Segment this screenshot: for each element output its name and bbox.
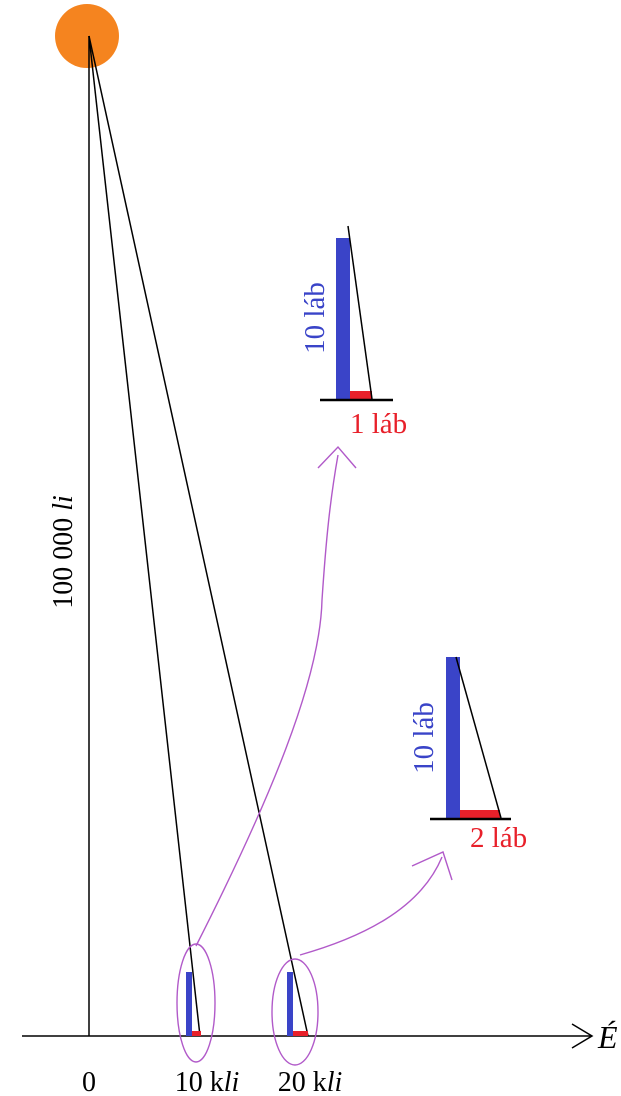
inset-2-ray <box>455 656 502 819</box>
callout-arrowhead-2 <box>411 851 453 881</box>
gnomon-1 <box>186 972 192 1036</box>
inset-1-gnomon <box>336 238 350 399</box>
tick-label-origin: 0 <box>82 1067 96 1096</box>
inset-2: 10 láb 2 láb <box>408 656 527 854</box>
inset-1-ray <box>347 225 373 400</box>
axis-label: É <box>597 1019 618 1055</box>
tick-label-20: 20 kli <box>278 1067 343 1096</box>
callout-arrowhead-1 <box>317 445 357 469</box>
highlight-ellipse-1 <box>176 943 216 1063</box>
inset-1-shadow-label: 1 láb <box>350 408 407 440</box>
axis-arrowhead <box>571 1023 594 1049</box>
inset-2-height-label: 10 láb <box>408 702 440 774</box>
inset-2-shadow-label: 2 láb <box>470 822 527 854</box>
sun-ray-2 <box>88 35 309 1037</box>
callout-arrow-1 <box>195 454 339 947</box>
inset-1-shadow <box>350 391 372 399</box>
sun-ray-1 <box>88 35 201 1037</box>
inset-1: 10 láb 1 láb <box>299 225 407 440</box>
gnomon-2 <box>287 972 293 1036</box>
sun <box>55 4 119 68</box>
tick-label-10: 10 kli <box>175 1067 240 1096</box>
shadow-1 <box>192 1031 201 1036</box>
shadow-2 <box>293 1031 308 1036</box>
height-label: 100 000 li <box>48 495 79 609</box>
inset-2-shadow <box>460 810 500 819</box>
highlight-ellipse-2 <box>271 958 319 1066</box>
inset-1-height-label: 10 láb <box>299 282 331 354</box>
inset-2-gnomon <box>446 657 460 819</box>
callout-arrow-2 <box>299 856 443 956</box>
